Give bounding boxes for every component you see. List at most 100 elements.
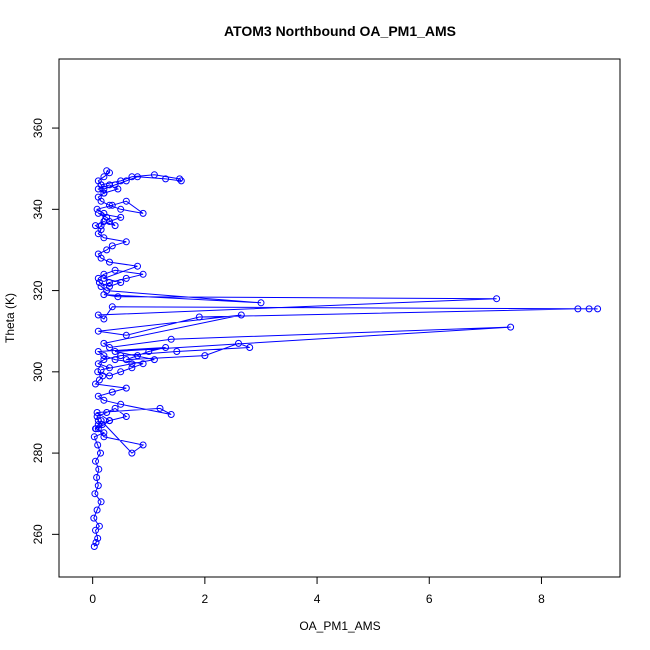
data-point [100,209,108,217]
data-point [94,250,102,258]
series-line [93,170,598,547]
data-point [93,506,101,514]
data-point [150,171,158,179]
data-point [100,433,108,441]
data-point [108,303,116,311]
data-point [237,311,245,319]
data-point [122,331,130,339]
data-point [108,388,116,396]
data-point [90,433,98,441]
data-point [150,356,158,364]
x-tick-label: 4 [314,592,321,606]
data-point [106,258,113,266]
data-point [122,177,130,185]
data-point [195,313,203,321]
data-point [100,173,108,181]
data-point [97,366,105,374]
chart-title: ATOM3 Northbound OA_PM1_AMS [224,23,456,39]
data-point [93,474,101,481]
data-point [117,368,125,376]
y-axis: 260 280 300 320 340 360 [31,118,60,544]
data-point [177,177,185,185]
data-point [94,417,102,425]
data-point [103,246,111,254]
data-point [95,465,103,473]
data-point [106,279,113,286]
data-point [90,514,98,522]
data-point [103,409,111,416]
data-point [100,356,108,364]
data-point [117,213,125,221]
data-point [117,352,125,360]
data-point [574,305,582,313]
data-point [111,356,119,364]
data-point [139,441,147,449]
data-point [95,279,103,286]
data-point [94,311,102,319]
data-point [106,344,113,351]
data-point [167,411,175,418]
data-point [100,274,108,282]
x-tick-label: 8 [538,592,545,606]
data-point [122,413,130,420]
data-point [100,270,108,278]
data-point [114,293,122,301]
data-point [92,380,99,388]
data-point [100,429,108,437]
y-tick-label: 280 [31,443,45,463]
data-point [162,175,170,183]
data-point [585,305,593,313]
data-point [111,222,119,230]
data-point [94,348,102,355]
data-point [97,226,105,234]
x-axis: 0 2 4 6 8 [89,576,545,606]
data-point [111,266,119,274]
data-point [97,498,105,506]
data-point [139,270,147,278]
data-point [108,242,116,250]
data-point [122,356,130,364]
data-point [106,364,113,372]
data-point [94,193,102,201]
data-point [94,368,102,376]
data-point [94,441,102,449]
data-point [139,209,147,217]
data-point [111,348,119,355]
data-point [98,421,106,429]
data-point [100,339,108,347]
data-point [100,352,108,360]
data-point [92,539,100,546]
data-point [108,201,116,209]
data-point [122,274,130,282]
y-tick-label: 360 [31,118,45,138]
data-point [94,360,102,368]
data-point [128,360,136,368]
data-point [95,376,103,384]
data-point [128,364,136,372]
data-point [117,400,125,408]
data-point [99,372,107,380]
data-point [94,534,102,542]
data-point [117,279,125,286]
x-tick-label: 0 [89,592,96,606]
data-point [162,344,170,351]
data-point [94,177,102,185]
data-point [201,352,209,360]
data-point [100,315,108,323]
data-point [128,449,136,457]
data-point [100,234,108,242]
data-point [117,205,125,213]
data-point [100,189,108,197]
data-point [246,344,254,351]
data-point [493,295,501,303]
data-point [111,404,119,412]
data-point [167,335,175,343]
data-point [97,222,105,230]
data-point [94,327,102,335]
x-tick-label: 2 [202,592,209,606]
data-point [106,283,113,290]
data-point [91,490,99,498]
data-point [156,404,164,412]
data-point [97,449,104,457]
